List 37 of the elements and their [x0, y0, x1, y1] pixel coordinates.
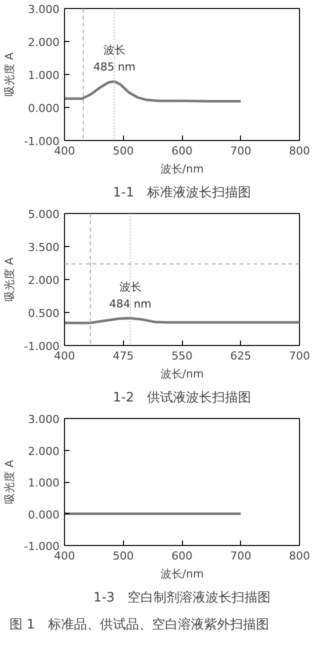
y-axis-title: 吸光度 A	[3, 460, 16, 504]
caption: 图 1 标准品、供试品、空白溶液紫外扫描图	[10, 616, 269, 632]
y-tick-label: 0.000	[28, 102, 60, 115]
y-tick-label: 3.000	[28, 3, 60, 16]
x-tick-label: 600	[172, 144, 192, 158]
y-tick-label: 1.000	[28, 69, 60, 82]
x-tick-label: 700	[230, 550, 252, 562]
x-tick-label: 500	[112, 144, 134, 158]
x-tick-label: 600	[172, 550, 192, 562]
y-tick-label: 2.000	[28, 274, 60, 287]
x-axis-title: 波长/nm	[160, 162, 204, 176]
y-tick-label: 3.500	[28, 241, 60, 254]
y-tick-label: 2.000	[28, 36, 60, 49]
x-tick-label: 800	[289, 550, 310, 562]
y-axis-title: 吸光度 A	[3, 52, 16, 97]
x-tick-label: 625	[230, 350, 252, 362]
y-tick-label: 2.000	[28, 444, 60, 458]
y-tick-label: 3.000	[28, 413, 60, 426]
x-tick-label: 500	[112, 550, 134, 562]
x-tick-label: 700	[289, 350, 310, 362]
x-tick-label: 475	[112, 350, 134, 362]
y-tick-label: 0.000	[28, 508, 60, 522]
annotation: 波长 485 nm	[93, 44, 136, 74]
annotation: 波长 484 nm	[109, 280, 152, 310]
text: 1-3 空白制剂溶液波长扫描图	[93, 590, 271, 606]
x-tick-label: 550	[172, 350, 192, 362]
x-axis-title: 波长/nm	[160, 568, 204, 580]
x-tick-label: 700	[230, 144, 252, 158]
text: 1-1 标准液波长扫描图	[112, 186, 252, 200]
y-tick-label: 1.000	[28, 476, 60, 490]
x-axis-title: 波长/nm	[160, 368, 204, 380]
y-tick-label: 5.000	[28, 208, 60, 221]
text: 1-2 供试液波长扫描图	[112, 390, 252, 406]
x-tick-label: 800	[289, 144, 310, 158]
y-axis-title: 吸光度 A	[3, 257, 16, 302]
line-series	[64, 80, 242, 102]
y-tick-label: 0.500	[28, 307, 60, 320]
